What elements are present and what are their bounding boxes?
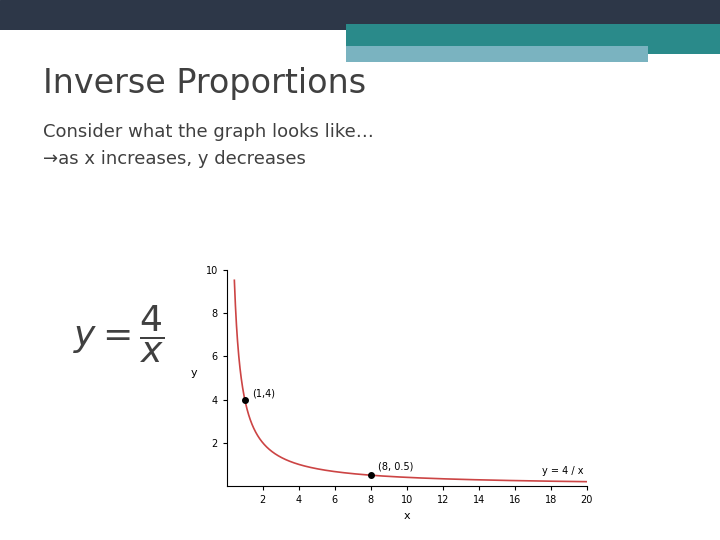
Y-axis label: y: y bbox=[191, 368, 198, 378]
Text: y = 4 / x: y = 4 / x bbox=[541, 466, 583, 476]
Text: $y = \dfrac{4}{x}$: $y = \dfrac{4}{x}$ bbox=[73, 304, 165, 366]
Text: (8, 0.5): (8, 0.5) bbox=[378, 462, 413, 472]
Text: (1,4): (1,4) bbox=[252, 388, 275, 399]
Text: Consider what the graph looks like…: Consider what the graph looks like… bbox=[43, 123, 374, 141]
X-axis label: x: x bbox=[403, 511, 410, 521]
Text: Inverse Proportions: Inverse Proportions bbox=[43, 67, 366, 100]
Text: →as x increases, y decreases: →as x increases, y decreases bbox=[43, 150, 306, 168]
